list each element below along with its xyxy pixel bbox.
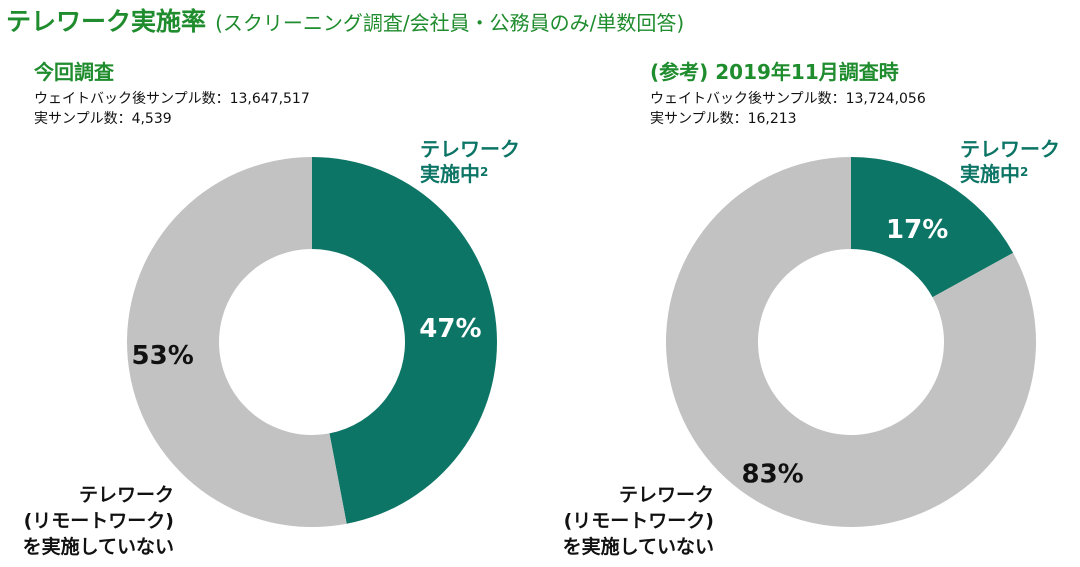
panel-1-title: 今回調査: [34, 60, 114, 84]
donut-chart-current: 47% 53%: [127, 157, 498, 527]
footnote-marker: 2: [480, 165, 489, 179]
data-label-teleworking: 17%: [886, 215, 948, 245]
panel-1-label-teleworking: テレワーク 実施中2: [420, 137, 520, 187]
panel-2-meta: ウェイトバック後サンプル数：13,724,056 実サンプル数：16,213: [650, 89, 926, 129]
panel-2-label-not-line1: テレワーク: [618, 484, 714, 506]
panel-1-label-not-line2: (リモートワーク): [23, 510, 174, 532]
data-label-not-teleworking: 83%: [741, 460, 803, 490]
panel-2-label-not-line2: (リモートワーク): [563, 510, 714, 532]
donut-chart-2019: 17% 83%: [666, 157, 1036, 527]
panel-2-label-not-teleworking: テレワーク (リモートワーク) を実施していない: [563, 482, 714, 560]
page-title: テレワーク実施率 (スクリーニング調査/会社員・公務員のみ/単数回答): [6, 2, 684, 38]
panel-2-title: (参考) 2019年11月調査時: [650, 60, 899, 84]
title-subtitle: (スクリーニング調査/会社員・公務員のみ/単数回答): [215, 11, 685, 35]
panel-2-actual-sample: 実サンプル数：16,213: [650, 111, 797, 127]
footnote-marker: 2: [1020, 165, 1029, 179]
donut-slice-teleworking: [312, 157, 498, 524]
donut-slice-not-teleworking: [666, 157, 1036, 527]
panel-1-label-not-line3: を実施していない: [22, 536, 174, 558]
panel-2-label-teleworking-line1: テレワーク: [960, 137, 1060, 161]
panel-1-label-not-teleworking: テレワーク (リモートワーク) を実施していない: [23, 482, 174, 560]
title-main: テレワーク実施率: [6, 7, 207, 36]
panel-1-actual-sample: 実サンプル数：4,539: [34, 111, 172, 127]
data-label-teleworking: 47%: [419, 314, 481, 344]
donut-slice-not-teleworking: [127, 157, 347, 527]
panel-1-meta: ウェイトバック後サンプル数：13,647,517 実サンプル数：4,539: [34, 89, 310, 129]
panel-1-weighted-sample: ウェイトバック後サンプル数：13,647,517: [34, 91, 310, 107]
panel-1-label-teleworking-line2: 実施中: [420, 162, 480, 186]
donut-slice-teleworking: [851, 157, 1014, 298]
panel-1-label-not-line1: テレワーク: [78, 484, 174, 506]
panel-2-weighted-sample: ウェイトバック後サンプル数：13,724,056: [650, 91, 926, 107]
panel-2-label-teleworking: テレワーク 実施中2: [960, 137, 1060, 187]
panel-2-label-not-line3: を実施していない: [562, 536, 714, 558]
data-label-not-teleworking: 53%: [132, 341, 194, 371]
panel-2-label-teleworking-line2: 実施中: [960, 162, 1020, 186]
panel-1-label-teleworking-line1: テレワーク: [420, 137, 520, 161]
